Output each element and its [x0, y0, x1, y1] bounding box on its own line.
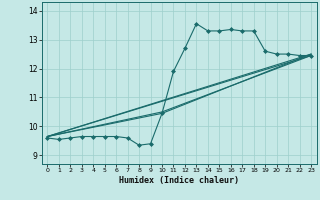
X-axis label: Humidex (Indice chaleur): Humidex (Indice chaleur)	[119, 176, 239, 185]
